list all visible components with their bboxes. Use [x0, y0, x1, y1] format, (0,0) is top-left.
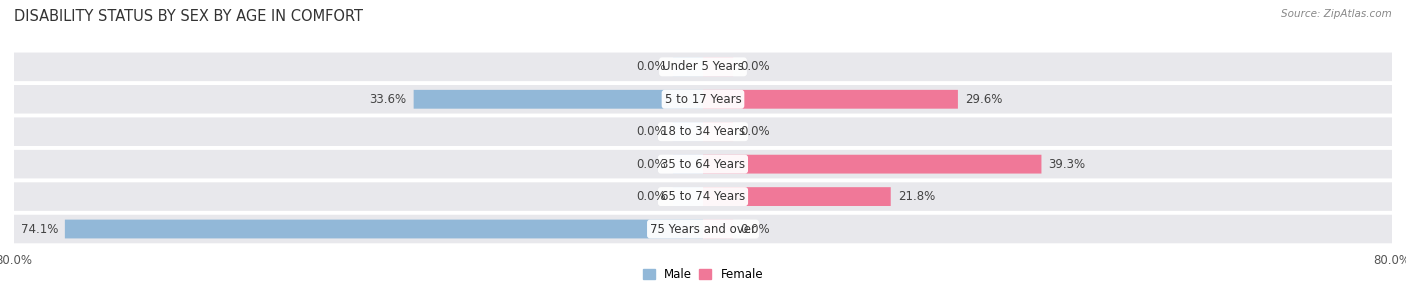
- Text: 35 to 64 Years: 35 to 64 Years: [661, 158, 745, 170]
- Text: 29.6%: 29.6%: [965, 93, 1002, 106]
- FancyBboxPatch shape: [673, 187, 703, 206]
- Text: Under 5 Years: Under 5 Years: [662, 60, 744, 73]
- FancyBboxPatch shape: [703, 155, 1042, 174]
- FancyBboxPatch shape: [673, 155, 703, 174]
- FancyBboxPatch shape: [0, 182, 1406, 211]
- FancyBboxPatch shape: [703, 187, 891, 206]
- Text: 21.8%: 21.8%: [897, 190, 935, 203]
- Text: 5 to 17 Years: 5 to 17 Years: [665, 93, 741, 106]
- Text: 0.0%: 0.0%: [637, 190, 666, 203]
- Text: 0.0%: 0.0%: [740, 223, 769, 235]
- Text: 0.0%: 0.0%: [740, 60, 769, 73]
- FancyBboxPatch shape: [0, 52, 1406, 81]
- FancyBboxPatch shape: [65, 220, 703, 239]
- FancyBboxPatch shape: [0, 150, 1406, 178]
- Text: 0.0%: 0.0%: [637, 60, 666, 73]
- FancyBboxPatch shape: [703, 57, 733, 76]
- Text: 75 Years and over: 75 Years and over: [650, 223, 756, 235]
- Text: 18 to 34 Years: 18 to 34 Years: [661, 125, 745, 138]
- Text: 0.0%: 0.0%: [637, 158, 666, 170]
- FancyBboxPatch shape: [413, 90, 703, 109]
- Text: 0.0%: 0.0%: [637, 125, 666, 138]
- Text: DISABILITY STATUS BY SEX BY AGE IN COMFORT: DISABILITY STATUS BY SEX BY AGE IN COMFO…: [14, 9, 363, 24]
- FancyBboxPatch shape: [0, 85, 1406, 113]
- FancyBboxPatch shape: [673, 122, 703, 141]
- Text: 74.1%: 74.1%: [21, 223, 58, 235]
- FancyBboxPatch shape: [703, 90, 957, 109]
- FancyBboxPatch shape: [703, 220, 733, 239]
- FancyBboxPatch shape: [0, 215, 1406, 243]
- Text: 65 to 74 Years: 65 to 74 Years: [661, 190, 745, 203]
- Text: 39.3%: 39.3%: [1049, 158, 1085, 170]
- FancyBboxPatch shape: [703, 122, 733, 141]
- FancyBboxPatch shape: [673, 57, 703, 76]
- Text: Source: ZipAtlas.com: Source: ZipAtlas.com: [1281, 9, 1392, 19]
- FancyBboxPatch shape: [0, 117, 1406, 146]
- Legend: Male, Female: Male, Female: [643, 268, 763, 281]
- Text: 33.6%: 33.6%: [370, 93, 406, 106]
- Text: 0.0%: 0.0%: [740, 125, 769, 138]
